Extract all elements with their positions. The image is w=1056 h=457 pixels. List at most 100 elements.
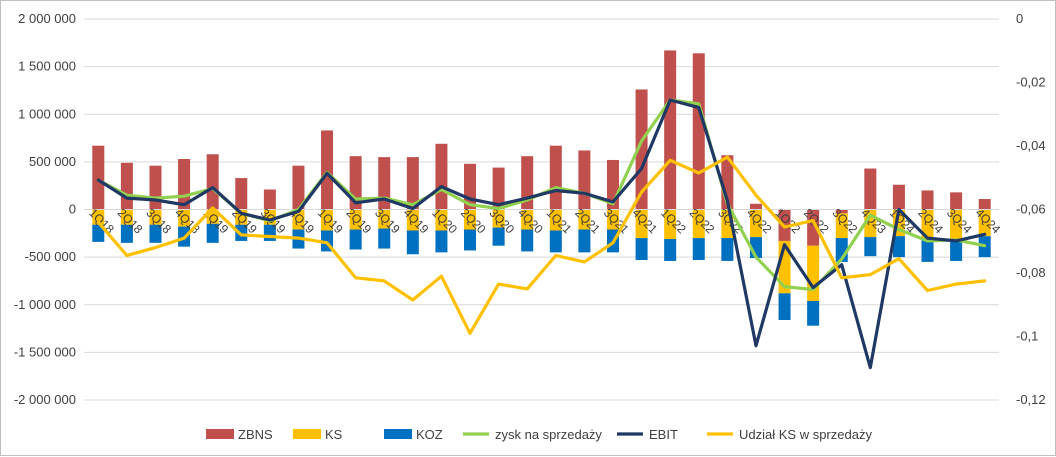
y2-tick-label: -0,04 bbox=[1016, 138, 1046, 153]
bar-koz bbox=[549, 230, 562, 253]
bar-zbns bbox=[235, 178, 248, 210]
y-tick-label: 500 000 bbox=[29, 154, 76, 169]
legend-label: KS bbox=[325, 427, 343, 442]
legend-label: Udział KS w sprzedaży bbox=[739, 427, 872, 442]
bar-zbns bbox=[749, 203, 762, 210]
bar-koz bbox=[120, 224, 133, 243]
bar-ks bbox=[807, 245, 820, 301]
bar-zbns bbox=[149, 165, 162, 210]
bar-ks bbox=[749, 209, 762, 238]
y-tick-label: -2 000 000 bbox=[14, 392, 76, 407]
bar-zbns bbox=[549, 145, 562, 210]
bar-ks bbox=[664, 209, 677, 240]
bar-ks bbox=[635, 209, 648, 239]
bar-koz bbox=[492, 227, 505, 246]
bar-koz bbox=[950, 239, 963, 261]
bar-ks bbox=[549, 209, 562, 231]
bar-ks bbox=[578, 209, 591, 230]
y2-tick-label: -0,12 bbox=[1016, 392, 1046, 407]
bar-koz bbox=[692, 238, 705, 260]
bar-zbns bbox=[206, 154, 219, 210]
bar-ks bbox=[521, 209, 534, 230]
bar-zbns bbox=[692, 53, 705, 210]
bar-ks bbox=[435, 209, 448, 231]
y-tick-label: 1 500 000 bbox=[18, 59, 76, 74]
bar-zbns bbox=[263, 189, 276, 210]
bar-koz bbox=[578, 229, 591, 253]
bar-ks bbox=[835, 213, 848, 239]
bar-zbns bbox=[950, 192, 963, 210]
legend-swatch bbox=[384, 429, 412, 439]
bar-zbns bbox=[892, 184, 905, 210]
bar-zbns bbox=[492, 167, 505, 210]
bar-ks bbox=[464, 209, 477, 230]
bar-zbns bbox=[807, 209, 820, 246]
y2-tick-label: -0,06 bbox=[1016, 202, 1046, 217]
y-tick-label: -1 500 000 bbox=[14, 344, 76, 359]
bar-zbns bbox=[321, 130, 334, 210]
y-tick-label: 1 000 000 bbox=[18, 106, 76, 121]
legend-swatch bbox=[293, 429, 321, 439]
bar-koz bbox=[892, 236, 905, 258]
y-tick-label: 0 bbox=[69, 202, 76, 217]
bar-zbns bbox=[292, 165, 305, 210]
legend-label: EBIT bbox=[649, 427, 678, 442]
bar-ks bbox=[378, 209, 391, 229]
bar-koz bbox=[864, 237, 877, 257]
bar-zbns bbox=[864, 168, 877, 210]
legend-label: zysk na sprzedaży bbox=[495, 427, 602, 442]
bar-ks bbox=[349, 209, 362, 230]
y-tick-label: 2 000 000 bbox=[18, 11, 76, 26]
bar-koz bbox=[435, 230, 448, 253]
bar-ks bbox=[921, 209, 934, 240]
legend-label: KOZ bbox=[416, 427, 443, 442]
bar-zbns bbox=[120, 162, 133, 210]
bar-koz bbox=[378, 228, 391, 249]
y2-tick-label: -0,08 bbox=[1016, 265, 1046, 280]
bar-koz bbox=[206, 223, 219, 243]
bar-zbns bbox=[635, 89, 648, 210]
legend-swatch bbox=[206, 429, 234, 439]
bar-koz bbox=[807, 300, 820, 326]
bar-zbns bbox=[835, 209, 848, 214]
bar-koz bbox=[635, 238, 648, 260]
y2-tick-label: -0,1 bbox=[1016, 329, 1038, 344]
bar-koz bbox=[721, 238, 734, 261]
bar-koz bbox=[149, 224, 162, 243]
y2-tick-label: 0 bbox=[1016, 11, 1023, 26]
bar-zbns bbox=[978, 199, 991, 210]
bar-zbns bbox=[92, 145, 105, 210]
bar-ks bbox=[178, 209, 191, 227]
bar-ks bbox=[606, 209, 619, 230]
bar-ks bbox=[292, 209, 305, 230]
bar-koz bbox=[921, 239, 934, 262]
bar-ks bbox=[149, 209, 162, 225]
bar-ks bbox=[406, 209, 419, 231]
bar-koz bbox=[521, 229, 534, 252]
bar-ks bbox=[492, 209, 505, 228]
y-tick-label: -500 000 bbox=[25, 249, 76, 264]
bar-ks bbox=[92, 209, 105, 225]
bar-zbns bbox=[378, 157, 391, 210]
bar-koz bbox=[664, 239, 677, 261]
bar-zbns bbox=[578, 150, 591, 210]
line-udzia-ks-w-sprzeda-y bbox=[96, 155, 987, 335]
bar-koz bbox=[778, 293, 791, 320]
bar-zbns bbox=[921, 190, 934, 210]
bar-koz bbox=[92, 224, 105, 242]
bar-ks bbox=[120, 209, 133, 225]
y2-tick-label: -0,02 bbox=[1016, 75, 1046, 90]
y-tick-label: -1 000 000 bbox=[14, 297, 76, 312]
bar-koz bbox=[349, 229, 362, 250]
bar-zbns bbox=[664, 50, 677, 210]
bar-zbns bbox=[435, 143, 448, 210]
bar-zbns bbox=[406, 157, 419, 210]
bar-ks bbox=[692, 209, 705, 239]
bar-ks bbox=[978, 209, 991, 237]
legend-label: ZBNS bbox=[238, 427, 273, 442]
bar-ks bbox=[950, 209, 963, 240]
bar-koz bbox=[406, 230, 419, 255]
bar-ks bbox=[321, 209, 334, 231]
